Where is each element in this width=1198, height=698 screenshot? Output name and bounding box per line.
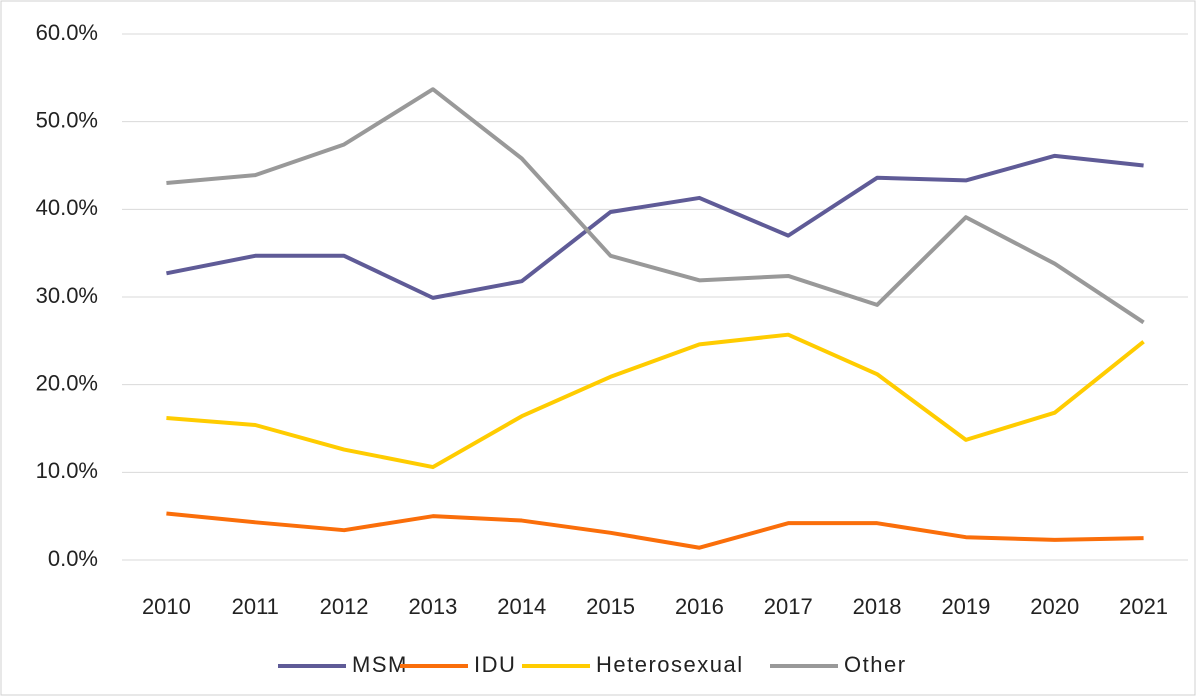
legend-label: Heterosexual	[596, 652, 744, 677]
series-line	[166, 511, 1144, 550]
y-tick-label: 10.0%	[36, 458, 98, 483]
x-tick-label: 2019	[941, 594, 990, 619]
legend-label: IDU	[474, 652, 516, 677]
x-tick-label: 2013	[408, 594, 457, 619]
y-tick-label: 30.0%	[36, 283, 98, 308]
x-tick-label: 2017	[764, 594, 813, 619]
y-tick-label: 60.0%	[36, 20, 98, 45]
legend-label: Other	[844, 652, 907, 677]
y-tick-label: 0.0%	[48, 546, 98, 571]
series-line	[166, 332, 1145, 470]
x-tick-label: 2014	[497, 594, 546, 619]
x-tick-label: 2016	[675, 594, 724, 619]
x-tick-label: 2018	[853, 594, 902, 619]
y-tick-label: 50.0%	[36, 107, 98, 132]
y-tick-label: 20.0%	[36, 370, 98, 395]
x-tick-label: 2021	[1119, 594, 1168, 619]
x-tick-label: 2020	[1030, 594, 1079, 619]
y-tick-label: 40.0%	[36, 195, 98, 220]
legend-label: MSM	[352, 652, 408, 677]
series-line	[166, 87, 1145, 325]
x-tick-label: 2010	[142, 594, 191, 619]
x-tick-label: 2012	[320, 594, 369, 619]
x-tick-label: 2011	[232, 594, 279, 619]
x-tick-label: 2015	[586, 594, 635, 619]
series-line	[166, 153, 1144, 300]
